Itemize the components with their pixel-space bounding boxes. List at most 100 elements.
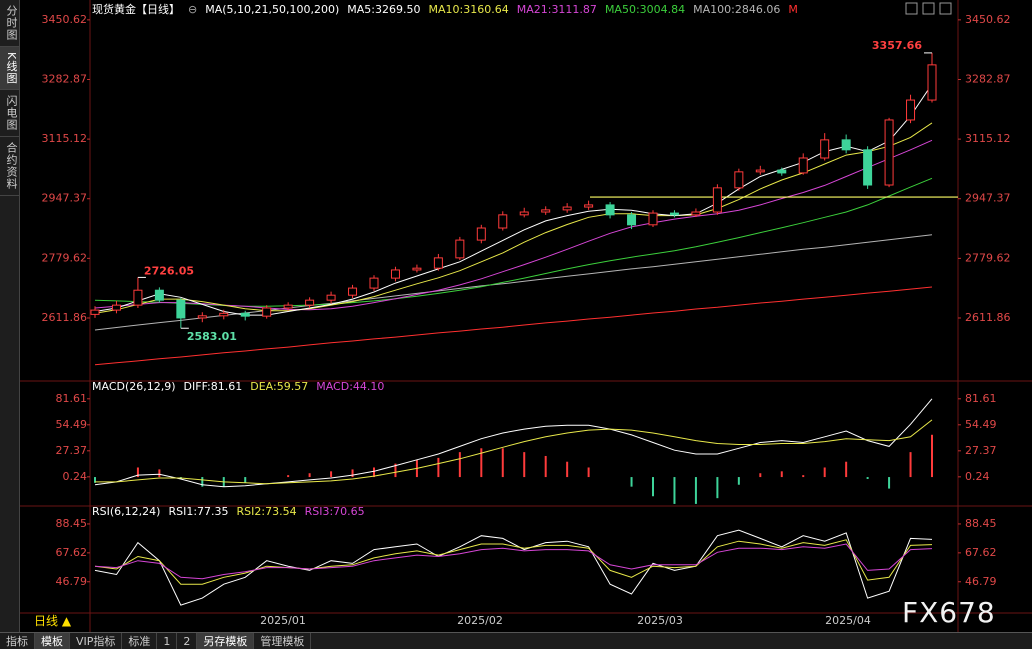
y-tick-label: 2611.86 [965, 311, 1011, 324]
y-tick-label: 3450.62 [42, 13, 88, 26]
y-tick-label: 27.37 [965, 444, 997, 457]
y-tick-label: 46.79 [56, 575, 88, 588]
tab[interactable]: 2 [177, 633, 198, 649]
candle-body [906, 99, 916, 121]
candle-body [798, 157, 808, 174]
candle-body [584, 204, 594, 208]
y-tick-label: 67.62 [965, 546, 997, 559]
indicator-line [94, 539, 933, 585]
tab[interactable]: 另存模板 [197, 633, 255, 649]
candle-body [562, 206, 572, 211]
y-tick-label: 3282.87 [965, 72, 1011, 85]
candle-body [433, 257, 443, 269]
candle-body [262, 307, 272, 317]
candle-body [712, 187, 722, 213]
annotation: 2583.01 [187, 330, 237, 343]
side-tab[interactable]: 合约资料 [0, 137, 19, 197]
candle-body [240, 312, 250, 317]
y-tick-label: 2947.37 [42, 192, 88, 205]
tab[interactable]: VIP指标 [70, 633, 123, 649]
tab[interactable]: 标准 [122, 633, 158, 649]
candle-body [884, 119, 894, 186]
side-tab[interactable]: K线图 [0, 47, 19, 91]
side-tab[interactable]: 分时图 [0, 0, 19, 47]
ma-line [94, 122, 933, 314]
candle-body [627, 214, 637, 226]
side-tab[interactable]: 闪电图 [0, 90, 19, 138]
legend-entry: DIFF:81.61 [184, 380, 243, 393]
candle-body [820, 139, 830, 159]
y-tick-label: 3282.87 [42, 72, 88, 85]
candle-body [111, 304, 121, 311]
candle-body [326, 294, 336, 301]
candle-body [519, 211, 529, 216]
y-tick-label: 2611.86 [42, 311, 88, 324]
legend-entry: RSI2:73.54 [237, 505, 297, 518]
legend-entry: RSI1:77.35 [168, 505, 228, 518]
legend-entry: MA21:3111.87 [517, 3, 597, 16]
candle-body [648, 212, 658, 226]
legend-entry: MA50:3004.84 [605, 3, 685, 16]
period-selector[interactable]: 日线 ▲ [34, 614, 72, 628]
candle-body [927, 64, 937, 101]
tab[interactable]: 1 [157, 633, 178, 649]
candle-body [691, 211, 701, 216]
y-tick-label: 3115.12 [965, 132, 1011, 145]
y-tick-label: 88.45 [965, 517, 997, 530]
y-tick-label: 27.37 [56, 444, 88, 457]
candle-body [90, 309, 100, 315]
y-tick-label: 0.24 [63, 470, 88, 483]
y-tick-label: 81.61 [56, 392, 88, 405]
y-tick-label: 3450.62 [965, 13, 1011, 26]
candle-body [455, 239, 465, 259]
legend-icon: ⊖ [188, 3, 197, 16]
y-tick-label: 54.49 [56, 418, 88, 431]
candle-body [755, 169, 765, 173]
annotation: 2726.05 [144, 264, 194, 277]
y-tick-label: 2947.37 [965, 192, 1011, 205]
ma-line [94, 234, 933, 331]
candle-body [412, 267, 422, 271]
x-tick-label: 2025/01 [260, 614, 306, 627]
toolbar-icon [905, 2, 918, 15]
legend-entry: DEA:59.57 [250, 380, 308, 393]
indicator-line [94, 398, 933, 488]
candle-body [283, 304, 293, 309]
ma-line [94, 286, 933, 366]
indicator-line [95, 419, 933, 485]
y-tick-label: 2779.62 [42, 251, 88, 264]
indicator-line [94, 543, 933, 580]
ma-line [94, 83, 933, 316]
tab[interactable]: 指标 [0, 633, 35, 649]
legend-entry: RSI3:70.65 [305, 505, 365, 518]
candle-body [777, 169, 787, 174]
y-tick-label: 0.24 [965, 470, 990, 483]
candle-body [669, 212, 679, 216]
indicator-line [94, 529, 933, 606]
tab[interactable]: 管理模板 [254, 633, 312, 649]
sidebar: 分时图 K线图 闪电图 合约资料 [0, 0, 20, 632]
candle-body [154, 289, 164, 301]
chart-title: MACD(26,12,9) [92, 380, 176, 393]
chart-title: RSI(6,12,24) [92, 505, 160, 518]
candle-body [498, 214, 508, 229]
y-tick-label: 54.49 [965, 418, 997, 431]
candle-body [605, 204, 615, 216]
y-tick-label: 88.45 [56, 517, 88, 530]
candle-body [305, 299, 315, 306]
x-tick-label: 2025/04 [825, 614, 871, 627]
tab[interactable]: 模板 [35, 633, 70, 649]
legend-entry: MA100:2846.06 [693, 3, 780, 16]
candle-body [348, 287, 358, 296]
bottom-tabs: 指标 模板 VIP指标 标准 1 2 另存模板 管理模板 [0, 632, 1032, 649]
y-tick-label: 46.79 [965, 575, 997, 588]
candle-body [390, 269, 400, 279]
legend-entry: MA10:3160.64 [429, 3, 509, 16]
toolbar-icon [939, 2, 952, 15]
candle-body [133, 289, 143, 306]
candle-body [841, 139, 851, 151]
y-tick-label: 3115.12 [42, 132, 88, 145]
y-tick-label: 81.61 [965, 392, 997, 405]
toolbar-icon [922, 2, 935, 15]
